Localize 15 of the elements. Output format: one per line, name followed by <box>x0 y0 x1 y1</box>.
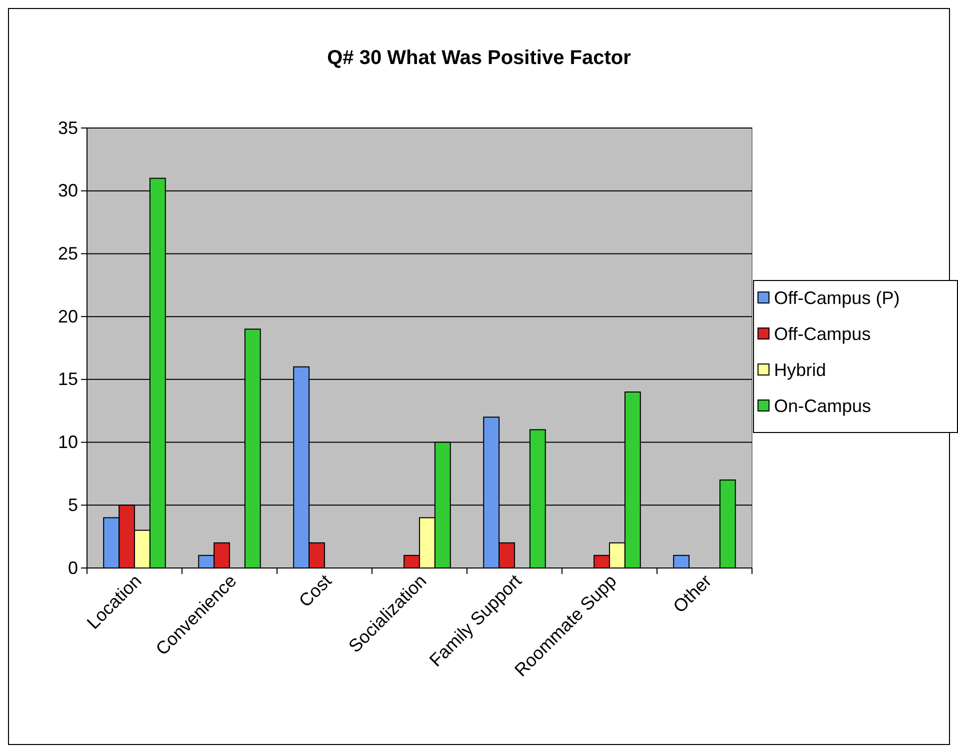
legend-label: Hybrid <box>774 360 826 380</box>
y-tick-label: 0 <box>68 558 78 578</box>
legend-label: On-Campus <box>774 396 872 416</box>
bar <box>673 554 690 568</box>
y-tick-label: 30 <box>58 180 78 201</box>
y-tick-label: 15 <box>58 369 78 390</box>
x-tick-label: Cost <box>295 570 336 611</box>
y-tick-label: 35 <box>58 118 78 138</box>
y-tick-label: 10 <box>58 432 78 452</box>
legend-label: Off-Campus (P) <box>774 288 900 308</box>
chart-title: Q# 30 What Was Positive Factor <box>327 47 632 69</box>
y-tick-label: 5 <box>68 494 78 515</box>
y-tick-label: 25 <box>58 243 78 264</box>
y-tick-label: 20 <box>58 306 78 326</box>
legend-label: Off-Campus <box>774 324 871 344</box>
